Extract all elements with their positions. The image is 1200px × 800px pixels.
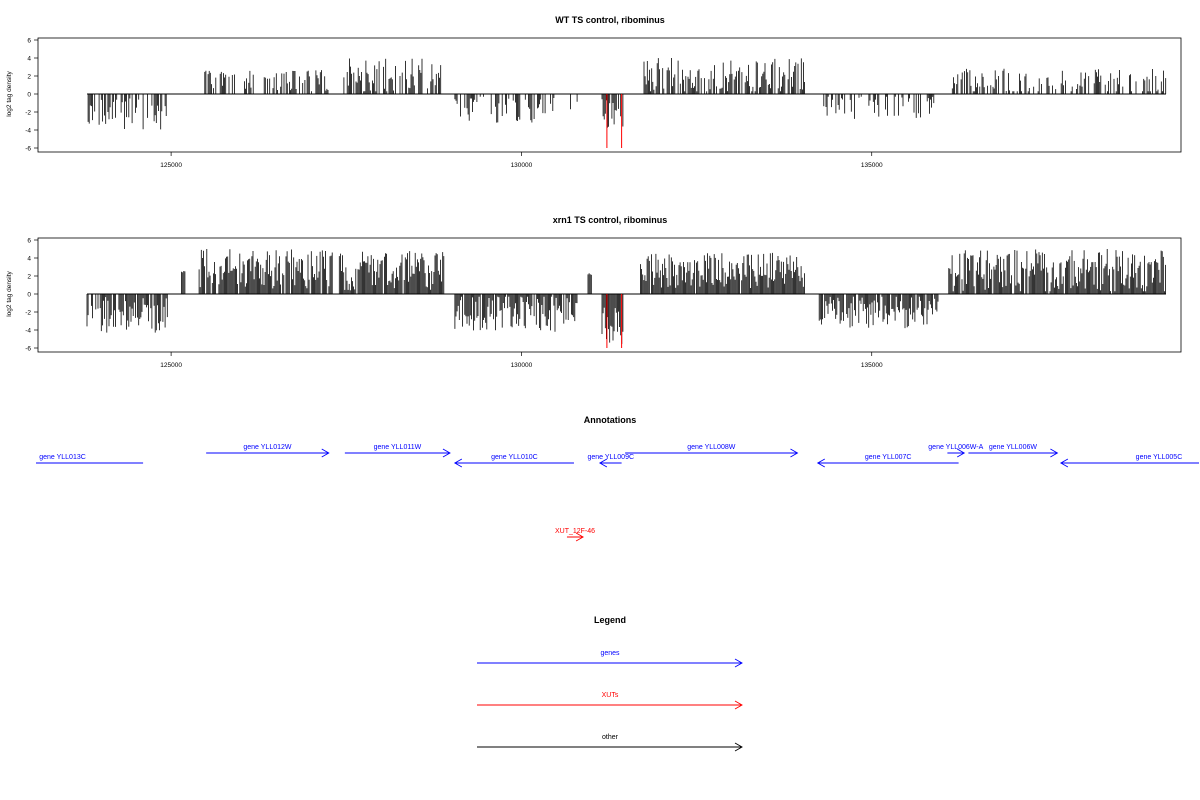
- annotation-feature: gene YLL013C: [36, 454, 144, 464]
- feature-label: gene YLL011W: [374, 444, 422, 451]
- y-tick-label: -2: [25, 109, 31, 116]
- wt-track-title: WT TS control, ribominus: [555, 15, 665, 25]
- annotation-feature: gene YLL008W: [625, 444, 799, 458]
- annotations-title: Annotations: [584, 415, 637, 425]
- arrow-head-right-icon: [321, 448, 330, 458]
- feature-label: gene YLL010C: [491, 454, 538, 461]
- y-tick-label: -6: [25, 345, 31, 352]
- arrow-head-right-icon: [790, 448, 799, 458]
- y-tick-label: 4: [27, 255, 31, 262]
- annotation-feature: gene YLL012W: [206, 444, 330, 458]
- feature-label: gene YLL008W: [687, 444, 736, 451]
- annotation-feature: gene YLL010C: [453, 454, 574, 468]
- x-tick-label: 125000: [160, 162, 182, 169]
- legend-item-other: other: [477, 734, 743, 752]
- xrn1-track-title: xrn1 TS control, ribominus: [553, 215, 668, 225]
- arrow-head-left-icon: [816, 458, 826, 468]
- arrow-head-right-icon: [734, 742, 743, 752]
- annotation-feature: XUT_12F-46: [555, 528, 595, 542]
- x-tick-label: 135000: [861, 162, 883, 169]
- xrn1-y-axis-label: log2 tag density: [6, 270, 13, 316]
- arrow-head-right-icon: [575, 532, 584, 542]
- feature-label: gene YLL013C: [39, 454, 86, 461]
- arrow-head-right-icon: [734, 658, 743, 668]
- arrow-head-right-icon: [734, 700, 743, 710]
- x-tick-label: 130000: [511, 162, 533, 169]
- y-tick-label: 6: [27, 37, 31, 44]
- xrn1-track-panel: xrn1 TS control, ribominus log2 tag dens…: [6, 215, 1182, 369]
- legend-label: genes: [600, 650, 620, 657]
- wt-track-panel: WT TS control, ribominus log2 tag densit…: [6, 15, 1182, 169]
- y-tick-label: 6: [27, 237, 31, 244]
- y-tick-label: -2: [25, 309, 31, 316]
- y-tick-label: 0: [27, 291, 31, 298]
- wt-y-axis-label: log2 tag density: [6, 70, 13, 116]
- y-tick-label: 2: [27, 73, 31, 80]
- legend-item-xut: XUTs: [477, 692, 743, 710]
- legend-label: XUTs: [602, 692, 619, 699]
- annotation-feature: gene YLL006W: [968, 444, 1059, 458]
- x-tick-label: 135000: [861, 362, 883, 369]
- x-tick-label: 125000: [160, 362, 182, 369]
- legend-title: Legend: [594, 615, 626, 625]
- arrow-head-right-icon: [1050, 448, 1059, 458]
- feature-label: gene YLL006W: [989, 444, 1038, 451]
- plot-frame: [37, 237, 1182, 353]
- y-tick-label: 2: [27, 273, 31, 280]
- legend-panel: Legend genes XUTs other: [477, 615, 743, 752]
- feature-label: gene YLL005C: [1136, 454, 1183, 461]
- feature-label: gene YLL009C: [587, 454, 634, 461]
- annotation-feature: gene YLL005C: [1059, 454, 1199, 468]
- annotation-feature: gene YLL011W: [344, 444, 451, 458]
- plot-frame: [37, 37, 1182, 153]
- annotation-feature: gene YLL007C: [816, 454, 959, 468]
- y-tick-label: -4: [25, 327, 31, 334]
- arrow-head-left-icon: [453, 458, 463, 468]
- y-tick-label: 4: [27, 55, 31, 62]
- arrow-head-left-icon: [1059, 458, 1069, 468]
- arrow-head-left-icon: [598, 458, 608, 468]
- feature-label: XUT_12F-46: [555, 528, 595, 535]
- arrow-head-right-icon: [442, 448, 451, 458]
- feature-label: gene YLL006W-A: [928, 444, 983, 451]
- feature-label: gene YLL012W: [243, 444, 292, 451]
- annotation-feature: gene YLL009C: [587, 454, 634, 468]
- feature-label: gene YLL007C: [865, 454, 912, 461]
- legend-item-gene: genes: [477, 650, 743, 668]
- y-tick-label: -4: [25, 127, 31, 134]
- x-tick-label: 130000: [511, 362, 533, 369]
- y-tick-label: -6: [25, 145, 31, 152]
- annotation-feature: gene YLL006W-A: [928, 444, 984, 458]
- annotations-panel: Annotations gene YLL013C gene YLL012W gene…: [36, 415, 1199, 542]
- arrow-head-right-icon: [956, 448, 966, 458]
- legend-label: other: [602, 734, 619, 741]
- y-tick-label: 0: [27, 91, 31, 98]
